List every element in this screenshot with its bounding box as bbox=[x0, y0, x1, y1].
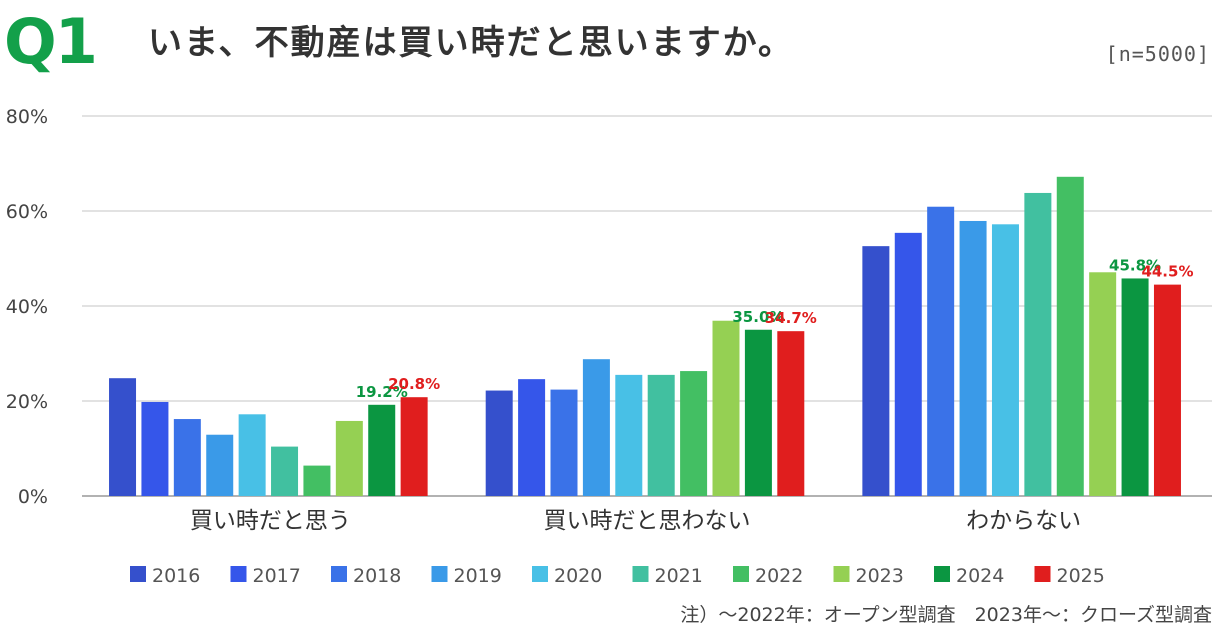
legend-label: 2016 bbox=[152, 565, 200, 587]
bar bbox=[109, 378, 137, 496]
survey-note: 注）〜2022年：オープン型調査 2023年〜：クローズ型調査 bbox=[680, 604, 1212, 626]
x-category-label: 買い時だと思わない bbox=[544, 508, 751, 534]
bar bbox=[1153, 284, 1181, 496]
legend-swatch bbox=[833, 566, 850, 582]
y-tick-label: 0% bbox=[18, 486, 48, 508]
bar bbox=[271, 446, 299, 496]
legend-swatch bbox=[532, 566, 548, 582]
legend-label: 2023 bbox=[856, 565, 904, 587]
bar bbox=[368, 404, 396, 496]
data-label: 44.5% bbox=[1141, 263, 1193, 281]
data-label: 45.8% bbox=[1109, 256, 1161, 274]
data-label: 19.2% bbox=[356, 383, 408, 401]
bar bbox=[173, 419, 201, 496]
bar bbox=[959, 220, 987, 496]
bar bbox=[712, 320, 740, 496]
bar bbox=[582, 359, 610, 496]
question-label: Q1 bbox=[4, 5, 98, 78]
legend-swatch bbox=[632, 566, 649, 582]
bar bbox=[991, 224, 1019, 497]
bar bbox=[1089, 272, 1117, 496]
legend-label: 2022 bbox=[755, 565, 803, 587]
legend-swatch bbox=[130, 566, 146, 582]
bar bbox=[400, 397, 428, 496]
legend-label: 2020 bbox=[554, 565, 602, 587]
bar bbox=[647, 374, 675, 496]
bar bbox=[485, 390, 513, 496]
legend-swatch bbox=[934, 566, 950, 582]
data-label: 35.0% bbox=[732, 308, 784, 326]
legend-label: 2019 bbox=[454, 565, 502, 587]
sample-size: [n=5000] bbox=[1105, 42, 1210, 66]
bar bbox=[238, 414, 266, 496]
legend-swatch bbox=[431, 566, 448, 582]
y-tick-label: 60% bbox=[6, 201, 48, 223]
y-tick-label: 80% bbox=[6, 106, 48, 128]
bar bbox=[518, 379, 546, 496]
bar bbox=[862, 246, 890, 496]
data-label: 34.7% bbox=[765, 309, 817, 327]
legend-label: 2024 bbox=[956, 565, 1004, 587]
x-category-label: わからない bbox=[966, 508, 1081, 534]
bar-chart: 0% 20% 40% 60% 80% 19.2%20.8% 買い時だと思う 35.0%34.7… bbox=[6, 106, 1212, 587]
y-tick-label: 20% bbox=[6, 391, 48, 413]
legend-swatch bbox=[733, 566, 749, 582]
bar bbox=[1121, 278, 1149, 496]
bar bbox=[1024, 192, 1052, 496]
bar bbox=[927, 206, 955, 496]
bar bbox=[335, 420, 363, 496]
bar bbox=[550, 389, 578, 496]
bar bbox=[894, 232, 922, 496]
bar bbox=[303, 465, 331, 496]
legend-label: 2021 bbox=[655, 565, 703, 587]
chart-title: いま、不動産は買い時だと思いますか。 bbox=[148, 23, 794, 63]
bar bbox=[141, 401, 169, 496]
bar bbox=[744, 329, 772, 496]
bar bbox=[1056, 176, 1084, 497]
legend-label: 2017 bbox=[253, 565, 301, 587]
bar bbox=[206, 434, 234, 496]
legend-swatch bbox=[230, 566, 247, 582]
bar bbox=[680, 371, 708, 496]
bar bbox=[777, 331, 805, 496]
data-label: 20.8% bbox=[388, 375, 440, 393]
y-tick-label: 40% bbox=[6, 296, 48, 318]
legend-swatch bbox=[1034, 566, 1051, 582]
legend-label: 2018 bbox=[353, 565, 401, 587]
legend-label: 2025 bbox=[1057, 565, 1105, 587]
bar bbox=[615, 374, 643, 496]
legend-swatch bbox=[331, 566, 347, 582]
x-category-label: 買い時だと思う bbox=[190, 508, 351, 534]
